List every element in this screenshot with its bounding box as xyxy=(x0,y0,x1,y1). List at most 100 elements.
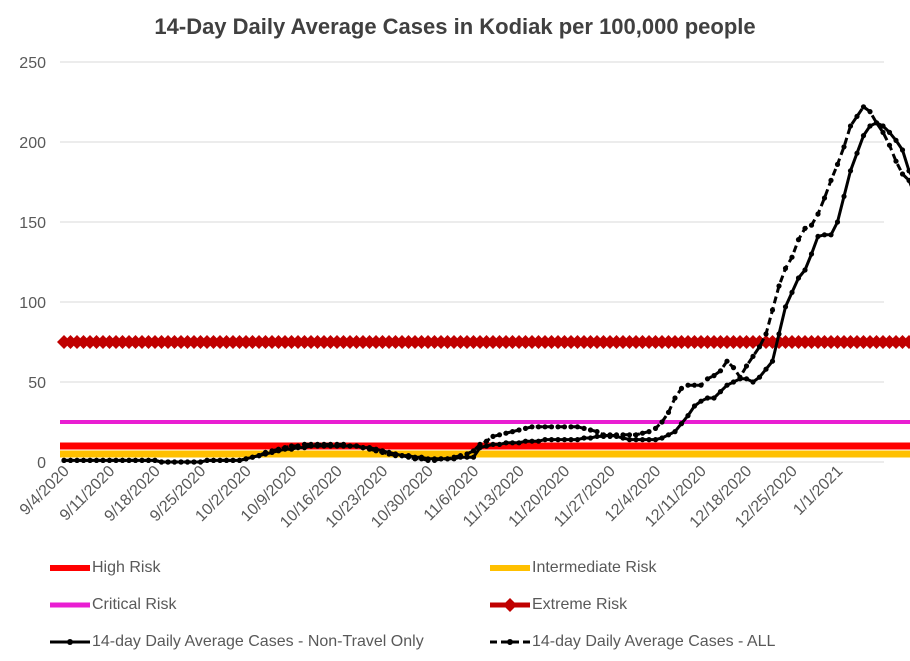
series-non-travel-point xyxy=(763,366,769,372)
series-all-point xyxy=(171,459,178,465)
series-all-point xyxy=(490,433,496,439)
series-all-point xyxy=(704,376,711,382)
series-all-point xyxy=(113,457,119,463)
series-non-travel-point xyxy=(776,331,782,337)
series-all-point xyxy=(269,448,275,454)
series-all-point xyxy=(399,453,405,459)
series-all-point xyxy=(737,374,743,380)
series-all-point xyxy=(698,382,704,388)
legend-swatch-all xyxy=(490,639,530,645)
y-tick-label: 150 xyxy=(19,215,46,232)
legend-label-non-travel: 14-day Daily Average Cases - Non-Travel … xyxy=(92,633,424,650)
series-all-point xyxy=(347,443,353,449)
series-non-travel-point xyxy=(594,433,600,439)
series-all-point xyxy=(639,430,646,436)
series-non-travel-point xyxy=(522,438,529,444)
series-all-point xyxy=(444,456,451,462)
legend-item-all: 14-day Daily Average Cases - ALL xyxy=(488,631,775,653)
series-all-point xyxy=(87,457,93,463)
legend-label-extreme-risk: Extreme Risk xyxy=(532,596,628,613)
series-all-point xyxy=(633,432,639,438)
series-non-travel-point xyxy=(808,251,815,257)
series-all-point xyxy=(308,441,314,447)
series-all-point xyxy=(236,457,243,463)
series-all-point xyxy=(275,446,282,452)
series-all-point xyxy=(360,445,366,451)
legend-label-intermediate-risk: Intermediate Risk xyxy=(532,559,657,576)
series-non-travel-point xyxy=(867,123,873,129)
series-all-point xyxy=(854,113,860,119)
series-non-travel-point xyxy=(717,389,724,395)
legend-item-extreme-risk: Extreme Risk xyxy=(488,594,627,616)
series-non-travel-point xyxy=(652,437,659,443)
series-non-travel-point xyxy=(750,379,756,385)
series-all-point xyxy=(808,222,815,228)
series-all-point xyxy=(373,448,379,454)
series-non-travel-point xyxy=(769,358,776,364)
series-all-point xyxy=(80,457,87,463)
legend-swatch-extreme-risk xyxy=(490,598,530,612)
chart-title: 14-Day Daily Average Cases in Kodiak per… xyxy=(154,14,756,39)
series-all-point xyxy=(132,457,139,463)
series-all-point xyxy=(74,457,80,463)
series-all-point xyxy=(665,409,672,415)
series-all-point xyxy=(535,424,542,430)
series-all-point xyxy=(464,451,470,457)
series-all-point xyxy=(847,123,854,129)
series-all-point xyxy=(126,457,132,463)
series-all-point xyxy=(386,451,392,457)
series-all-point xyxy=(405,454,412,460)
series-all-point xyxy=(522,425,529,431)
series-all-point xyxy=(483,438,490,444)
legend-swatch-non-travel xyxy=(50,639,90,645)
series-all-point xyxy=(789,254,795,260)
series-non-travel-point xyxy=(698,398,704,404)
extreme-risk-marker xyxy=(902,335,910,349)
series-all-point xyxy=(191,459,197,465)
series-non-travel-point xyxy=(646,437,652,443)
series-all-point xyxy=(327,441,334,447)
series-all-point xyxy=(139,457,145,463)
series-all-point xyxy=(763,331,769,337)
y-tick-label: 100 xyxy=(19,295,46,312)
series-non-travel-point xyxy=(548,437,555,443)
series-all-point xyxy=(743,363,750,369)
series-all-point xyxy=(548,424,555,430)
series-all-point xyxy=(886,142,893,148)
series-non-travel-point xyxy=(587,435,594,441)
series-non-travel-point xyxy=(834,219,841,225)
series-all-point xyxy=(301,441,308,447)
series-all-point xyxy=(223,457,230,463)
series-all-point xyxy=(659,419,665,425)
series-all-point xyxy=(802,225,808,231)
legend-item-non-travel: 14-day Daily Average Cases - Non-Travel … xyxy=(48,631,424,653)
series-non-travel-point xyxy=(542,437,548,443)
series-all-point xyxy=(204,457,210,463)
series-non-travel-point xyxy=(665,432,672,438)
series-all-point xyxy=(568,424,574,430)
series-all-point xyxy=(262,449,269,455)
legend-swatch-high-risk xyxy=(50,565,90,571)
legend-label-high-risk: High Risk xyxy=(92,559,161,576)
series-all-point xyxy=(873,120,880,126)
series-all-point xyxy=(392,453,399,459)
series-non-travel xyxy=(64,121,910,464)
series-all-point xyxy=(769,307,776,313)
series-all-point xyxy=(158,459,165,465)
series-all-point xyxy=(288,443,295,449)
y-tick-label: 50 xyxy=(28,375,46,392)
legend-swatch-intermediate-risk xyxy=(490,565,530,571)
series-all-point xyxy=(379,449,386,455)
series-all-point xyxy=(295,443,301,449)
series-non-travel-point xyxy=(691,403,698,409)
series-non-travel-point xyxy=(581,435,587,441)
series-all-point xyxy=(594,429,600,435)
series-non-travel-point xyxy=(847,168,854,174)
series-all-point xyxy=(516,427,522,433)
series-non-travel-point xyxy=(574,437,581,443)
series-non-travel-point xyxy=(561,437,568,443)
series-non-travel-point xyxy=(678,421,685,427)
series-non-travel-point xyxy=(633,437,639,443)
series-all-point xyxy=(106,457,113,463)
series-non-travel-point xyxy=(483,443,490,449)
